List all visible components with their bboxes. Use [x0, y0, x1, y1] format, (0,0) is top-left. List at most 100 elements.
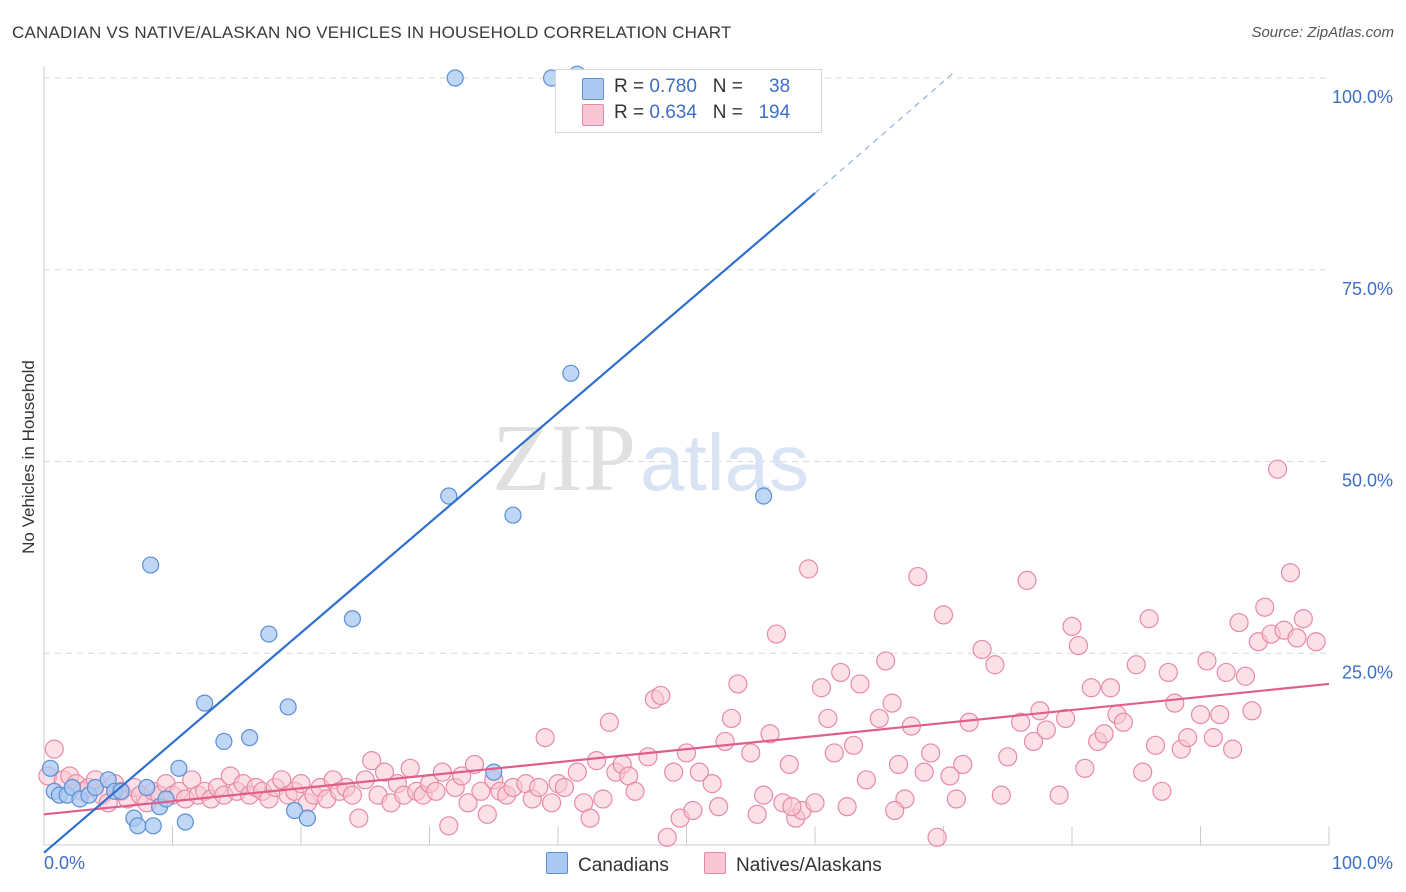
chart-title: CANADIAN VS NATIVE/ALASKAN NO VEHICLES I… — [12, 23, 732, 42]
native-point — [1030, 701, 1050, 721]
native-point — [586, 751, 607, 771]
native-point — [342, 785, 362, 805]
canadian-point — [157, 790, 175, 808]
native-point — [779, 754, 799, 775]
canadian-points — [41, 65, 775, 835]
native-point — [782, 797, 802, 817]
y-tick-label: 25.0% — [1342, 662, 1393, 682]
canadian-point — [562, 364, 580, 382]
native-point — [1242, 701, 1262, 721]
native-point — [715, 731, 735, 752]
canadian-point — [176, 813, 194, 831]
native-point — [1145, 735, 1166, 755]
native-point — [869, 708, 889, 729]
native-point — [843, 735, 864, 755]
canadian-point — [754, 487, 773, 505]
native-point — [933, 605, 954, 625]
canadian-point — [504, 506, 522, 524]
native-point — [625, 781, 645, 801]
canadian-point — [138, 778, 156, 797]
native-point — [1075, 758, 1095, 778]
native-trend-line — [43, 682, 1330, 816]
native-n-label: N = — [712, 102, 743, 123]
native-point — [914, 762, 934, 782]
native-point — [1267, 459, 1288, 479]
native-point — [702, 774, 722, 794]
native-point — [991, 785, 1011, 805]
native-point — [888, 754, 909, 775]
native-point — [1210, 705, 1230, 725]
native-point — [439, 816, 459, 836]
native-point — [728, 674, 748, 694]
native-point — [753, 785, 774, 805]
native-point — [953, 754, 973, 775]
native-point — [1190, 705, 1211, 725]
canadian-trend-extension — [814, 69, 957, 194]
native-point — [1223, 739, 1243, 759]
native-point — [1235, 666, 1256, 686]
canadian-point — [241, 729, 259, 747]
native-r-value: 0.634 — [649, 102, 697, 123]
native-point — [1280, 563, 1301, 583]
native-legend-label: Natives/Alaskans — [736, 855, 882, 876]
canadian-r-label: R = — [614, 76, 645, 97]
native-point — [927, 827, 947, 847]
canadian-point — [343, 610, 361, 628]
native-point — [1068, 635, 1089, 656]
x-tick-label: 0.0% — [44, 853, 85, 873]
native-point — [657, 827, 677, 847]
native-point — [972, 639, 992, 660]
native-point — [959, 712, 979, 732]
canadian-point — [260, 625, 278, 643]
native-legend-swatch — [704, 852, 726, 874]
canadian-point — [112, 782, 130, 800]
native-point — [689, 762, 709, 782]
source-label: Source: ZipAtlas.com — [1251, 24, 1394, 41]
watermark: ZIP atlas — [492, 404, 809, 511]
native-point — [567, 762, 587, 782]
native-point — [1306, 632, 1326, 652]
native-point — [432, 762, 452, 782]
grid-layer — [44, 77, 1329, 654]
native-point — [805, 793, 825, 813]
native-point — [1197, 651, 1217, 671]
native-point — [798, 559, 819, 579]
native-point — [940, 766, 960, 786]
native-point — [882, 693, 902, 713]
native-point — [747, 804, 767, 824]
bottom-legend-natives: Natives/Alaskans — [704, 852, 882, 878]
native-point — [676, 743, 697, 763]
canadian-point — [196, 694, 214, 712]
native-point — [593, 789, 613, 809]
native-point — [1081, 678, 1101, 698]
trend-layer — [43, 69, 1330, 854]
watermark-atlas: atlas — [640, 418, 809, 507]
native-swatch — [582, 104, 604, 126]
native-point — [1139, 609, 1159, 629]
canadian-point — [215, 732, 233, 751]
native-point — [1126, 655, 1146, 675]
native-point — [1017, 570, 1037, 590]
native-point — [1287, 628, 1307, 648]
canadian-point — [144, 817, 162, 835]
native-point — [349, 808, 369, 828]
native-point — [541, 793, 562, 813]
native-point — [1178, 728, 1198, 748]
canadian-point — [440, 487, 458, 505]
y-tick-label: 50.0% — [1342, 471, 1393, 491]
native-point — [1094, 724, 1114, 744]
native-point — [529, 777, 549, 798]
native-point — [477, 804, 497, 824]
native-point — [374, 762, 395, 782]
native-point — [908, 566, 928, 587]
native-point — [400, 758, 420, 778]
canadian-trend-line — [43, 192, 816, 854]
native-point — [876, 651, 896, 671]
native-point — [766, 624, 787, 644]
native-point — [44, 739, 64, 759]
native-points — [38, 459, 1326, 847]
native-point — [458, 793, 478, 813]
native-point — [1113, 712, 1134, 732]
canadian-r-value: 0.780 — [649, 76, 697, 97]
native-point — [362, 751, 382, 771]
